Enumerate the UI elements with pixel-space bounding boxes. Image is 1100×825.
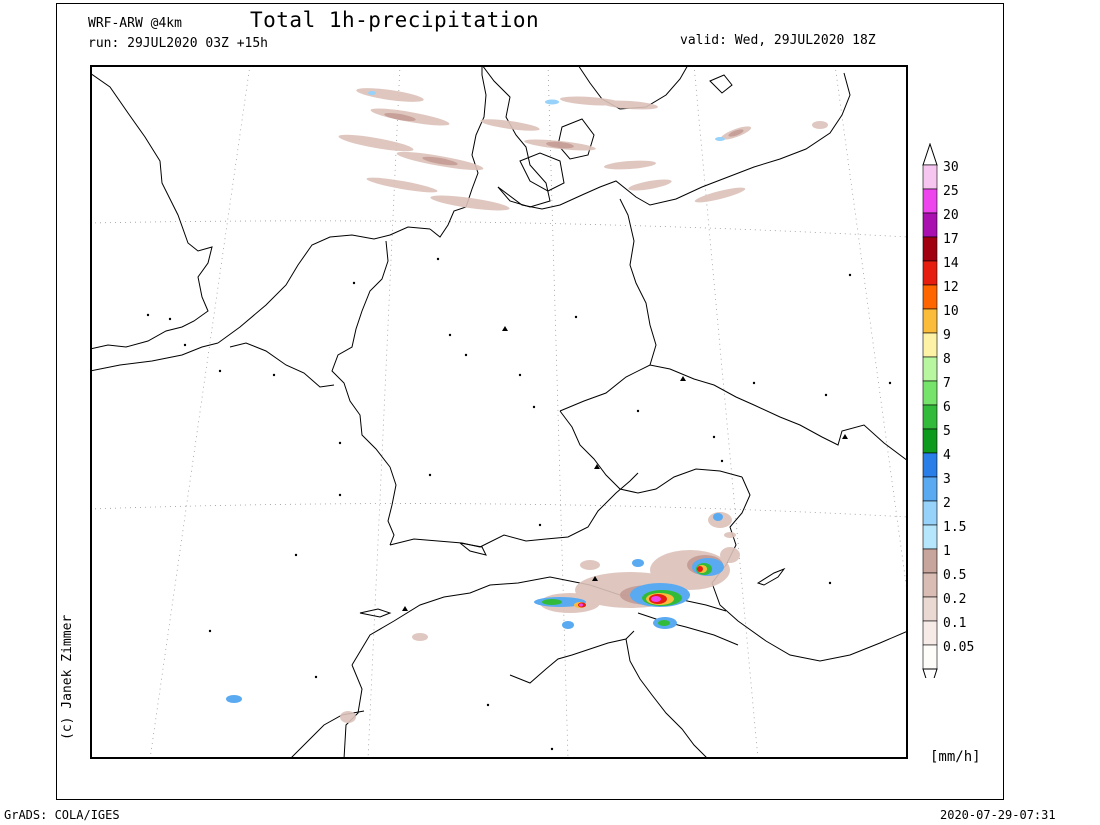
legend-label: 30	[943, 160, 959, 175]
legend-swatch	[922, 644, 938, 670]
legend-swatch	[922, 428, 938, 454]
legend-label: 7	[943, 376, 951, 391]
legend-swatch	[922, 500, 938, 526]
legend-swatch	[922, 284, 938, 310]
legend-label: 0.1	[943, 616, 966, 631]
legend-swatch	[922, 572, 938, 598]
legend-label: 10	[943, 304, 959, 319]
precipitation-legend: 30 25 20 17 14 12 10 9 8 7 6 5 4 3 2 1.5 1 0.5 0.2 0.1 0.05	[922, 143, 974, 678]
legend-label: 0.2	[943, 592, 966, 607]
legend-label: 12	[943, 280, 959, 295]
legend-label: 3	[943, 472, 951, 487]
legend-swatch	[922, 548, 938, 574]
rain-cells-blue-north	[368, 91, 725, 141]
legend-label: 1.5	[943, 520, 966, 535]
legend-label: 0.5	[943, 568, 966, 583]
legend-swatch	[922, 596, 938, 622]
run-label: run: 29JUL2020 03Z +15h	[88, 36, 269, 51]
rain-alps-magenta	[579, 596, 661, 607]
legend-label: 0.05	[943, 640, 974, 655]
legend-swatch	[922, 620, 938, 646]
rain-bands-north-moderate	[384, 112, 744, 166]
legend-label: 6	[943, 400, 951, 415]
legend-top-arrow	[922, 143, 938, 166]
legend-swatch	[922, 524, 938, 550]
mountain-peaks	[402, 326, 848, 611]
map-border	[90, 65, 908, 759]
legend-label: 25	[943, 184, 959, 199]
valid-time-label: valid: Wed, 29JUL2020 18Z	[680, 33, 876, 48]
legend-label: 8	[943, 352, 951, 367]
legend-swatch	[922, 356, 938, 382]
copyright-credit: (c) Janek Zimmer	[60, 614, 75, 740]
legend-swatch	[922, 212, 938, 238]
legend-swatch	[922, 188, 938, 214]
legend-label: 20	[943, 208, 959, 223]
legend-swatch	[922, 380, 938, 406]
legend-label: 1	[943, 544, 951, 559]
rain-alps-blue	[226, 513, 724, 703]
legend-swatch	[922, 452, 938, 478]
legend-label: 5	[943, 424, 951, 439]
graticule	[90, 65, 908, 759]
model-label: WRF-ARW @4km	[88, 16, 182, 31]
legend-swatch	[922, 404, 938, 430]
figure-frame	[56, 3, 1004, 800]
legend-swatch	[922, 332, 938, 358]
legend-label: 2	[943, 496, 951, 511]
city-markers	[146, 257, 892, 751]
legend-label: 9	[943, 328, 951, 343]
legend-swatch	[922, 476, 938, 502]
map-title: Total 1h-precipitation	[250, 8, 540, 32]
legend-swatch	[922, 236, 938, 262]
legend-label: 17	[943, 232, 959, 247]
software-credit: GrADS: COLA/IGES	[4, 808, 120, 822]
legend-bottom-arrow	[922, 668, 938, 678]
legend-swatch	[922, 164, 938, 190]
legend-label: 14	[943, 256, 959, 271]
legend-label: 4	[943, 448, 951, 463]
legend-unit: [mm/h]	[930, 749, 981, 765]
precipitation-map	[90, 65, 908, 759]
legend-swatch	[922, 308, 938, 334]
legend-swatch	[922, 260, 938, 286]
coastlines-borders	[90, 65, 908, 759]
render-timestamp: 2020-07-29-07:31	[940, 808, 1056, 822]
